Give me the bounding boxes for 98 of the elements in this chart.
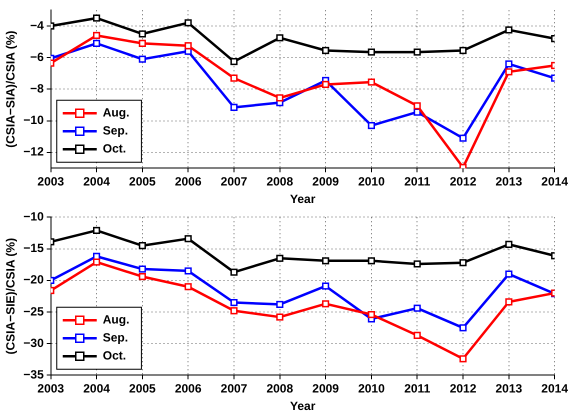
x-tick-label: 2014 bbox=[541, 174, 568, 189]
y-tick-label: −8 bbox=[30, 82, 44, 96]
x-tick-label: 2009 bbox=[312, 174, 340, 189]
x-tick-label: 2007 bbox=[220, 174, 248, 189]
point bbox=[276, 34, 284, 42]
point bbox=[138, 30, 146, 38]
point bbox=[322, 80, 330, 88]
x-tick-label: 2012 bbox=[450, 382, 477, 396]
x-tick-label: 2010 bbox=[358, 382, 386, 396]
point bbox=[276, 300, 284, 308]
y-tick-label: −20 bbox=[23, 272, 44, 287]
point bbox=[276, 94, 284, 102]
point bbox=[138, 40, 146, 47]
point bbox=[138, 265, 146, 273]
point bbox=[459, 46, 467, 54]
x-axis-title: Year bbox=[290, 192, 316, 206]
x-tick-label: 2009 bbox=[312, 382, 340, 396]
legend-label: Aug. bbox=[102, 312, 130, 327]
x-tick-label: 2008 bbox=[266, 382, 294, 396]
y-tick-label: −30 bbox=[23, 336, 44, 350]
x-tick-label: 2013 bbox=[495, 174, 523, 189]
point bbox=[92, 40, 100, 47]
point bbox=[230, 74, 238, 82]
point bbox=[414, 304, 421, 312]
point bbox=[368, 48, 375, 56]
point bbox=[505, 68, 512, 76]
y-tick-label: −15 bbox=[23, 241, 44, 256]
legend-label: Aug. bbox=[102, 106, 130, 120]
x-tick-label: 2007 bbox=[220, 382, 248, 396]
point bbox=[92, 32, 100, 40]
legend-label: Sep. bbox=[102, 124, 128, 138]
point bbox=[368, 122, 375, 130]
point bbox=[138, 273, 146, 280]
point bbox=[459, 259, 467, 266]
point bbox=[230, 58, 238, 66]
x-tick-label: 2013 bbox=[495, 382, 523, 396]
point bbox=[505, 26, 512, 34]
point bbox=[184, 283, 192, 290]
point bbox=[184, 267, 192, 274]
point bbox=[184, 235, 192, 242]
point bbox=[368, 78, 375, 86]
point bbox=[368, 257, 375, 264]
x-tick-label: 2005 bbox=[129, 382, 156, 396]
x-tick-label: 2004 bbox=[83, 382, 110, 396]
y-tick-label: −6 bbox=[30, 50, 44, 64]
legend-label: Sep. bbox=[102, 330, 128, 345]
point bbox=[459, 134, 467, 142]
x-tick-label: 2014 bbox=[541, 382, 568, 396]
point bbox=[368, 310, 375, 318]
x-tick-label: 2008 bbox=[266, 174, 294, 189]
point bbox=[276, 313, 284, 321]
y-tick-label: −10 bbox=[23, 113, 44, 128]
point bbox=[505, 270, 512, 278]
y-tick-label: −25 bbox=[23, 304, 44, 318]
point bbox=[414, 260, 421, 268]
x-tick-label: 2011 bbox=[404, 382, 431, 396]
x-tick-label: 2011 bbox=[404, 174, 431, 189]
x-tick-label: 2006 bbox=[174, 382, 202, 396]
x-axis-title: Year bbox=[290, 399, 316, 414]
point bbox=[459, 355, 467, 362]
point bbox=[92, 258, 100, 266]
point bbox=[414, 48, 421, 56]
point bbox=[505, 298, 512, 306]
x-tick-label: 2006 bbox=[174, 174, 202, 189]
point bbox=[184, 19, 192, 26]
y-axis-title: (CSIA−SIA)/CSIA (%) bbox=[4, 30, 18, 148]
point bbox=[322, 257, 330, 264]
y-tick-label: −10 bbox=[23, 210, 44, 224]
x-tick-label: 2012 bbox=[450, 174, 477, 189]
point bbox=[138, 242, 146, 250]
point bbox=[322, 282, 330, 290]
point bbox=[322, 300, 330, 308]
point bbox=[505, 240, 512, 248]
point bbox=[184, 42, 192, 50]
point bbox=[92, 226, 100, 234]
y-tick-label: −4 bbox=[30, 18, 44, 32]
point bbox=[459, 324, 467, 332]
point bbox=[414, 102, 421, 110]
point bbox=[92, 14, 100, 22]
point bbox=[230, 268, 238, 276]
y-axis-title: (CSIA−SIE)/CSIA (%) bbox=[4, 238, 18, 354]
y-tick-label: −35 bbox=[23, 368, 44, 382]
x-tick-label: 2003 bbox=[37, 382, 64, 396]
y-tick-label: −12 bbox=[23, 144, 44, 159]
point bbox=[230, 298, 238, 306]
x-tick-label: 2003 bbox=[37, 174, 64, 189]
point bbox=[505, 60, 512, 68]
point bbox=[230, 307, 238, 314]
point bbox=[322, 46, 330, 54]
legend-label: Oct. bbox=[102, 348, 126, 363]
legend-label: Oct. bbox=[102, 142, 126, 156]
point bbox=[276, 254, 284, 262]
point bbox=[414, 332, 421, 339]
x-tick-label: 2005 bbox=[129, 174, 156, 189]
point bbox=[230, 104, 238, 111]
x-tick-label: 2004 bbox=[83, 174, 110, 189]
x-tick-label: 2010 bbox=[358, 174, 386, 189]
point bbox=[138, 56, 146, 63]
